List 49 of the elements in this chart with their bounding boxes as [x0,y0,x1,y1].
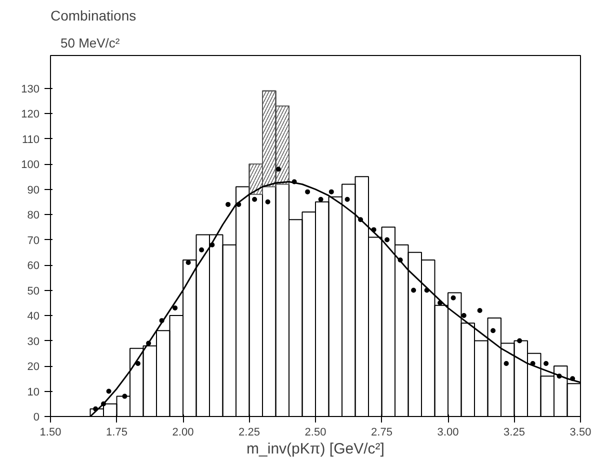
chart-title: Combinations [50,8,136,24]
x-tick-label: 2.25 [238,426,260,438]
point [477,308,482,313]
y-tick-label: 50 [27,285,40,298]
y-tick-label: 10 [27,386,40,398]
y-tick-label: 110 [22,134,40,146]
point [172,305,178,310]
x-tick-label: 1.50 [40,426,62,438]
x-tick-label: 3.25 [504,426,525,438]
y-tick-label: 100 [21,159,40,172]
point [450,295,456,300]
x-tick-label: 1.75 [106,426,128,438]
y-tick-label: 90 [27,184,40,196]
point [318,196,324,202]
x-tick-label: 2.75 [371,426,392,438]
x-tick-label: 2.00 [172,426,194,438]
y-tick-label: 70 [27,234,40,247]
point [517,338,522,344]
point [276,166,281,172]
point [384,237,390,242]
x-tick-label: 3.50 [570,426,592,438]
y-tick-label: 80 [27,210,40,222]
point [199,247,204,252]
x-tick-label: 2.50 [304,426,326,438]
point [490,328,496,334]
point [328,189,334,194]
point [411,288,416,293]
x-tick-label: 3.00 [437,426,459,438]
y-tick-label: 20 [27,361,40,374]
y-tick-label: 120 [21,108,40,121]
point [305,189,310,194]
point [504,360,509,366]
point [252,196,258,202]
y-tick-label: 30 [27,336,40,348]
point [186,260,191,266]
y-tick-label: 40 [27,310,40,323]
chart-subtitle: 50 MeV/c² [60,36,120,50]
x-axis-title: m_inv(pKπ) [GeV/c²] [246,440,384,458]
point [122,394,128,399]
y-tick-label: 130 [21,83,40,96]
y-tick-label: 0 [33,412,40,424]
point [265,199,270,204]
point [344,196,350,202]
point [544,360,549,366]
point [135,360,140,366]
point [226,202,231,207]
point [106,388,112,394]
point [461,313,466,318]
y-tick-label: 60 [27,260,40,272]
